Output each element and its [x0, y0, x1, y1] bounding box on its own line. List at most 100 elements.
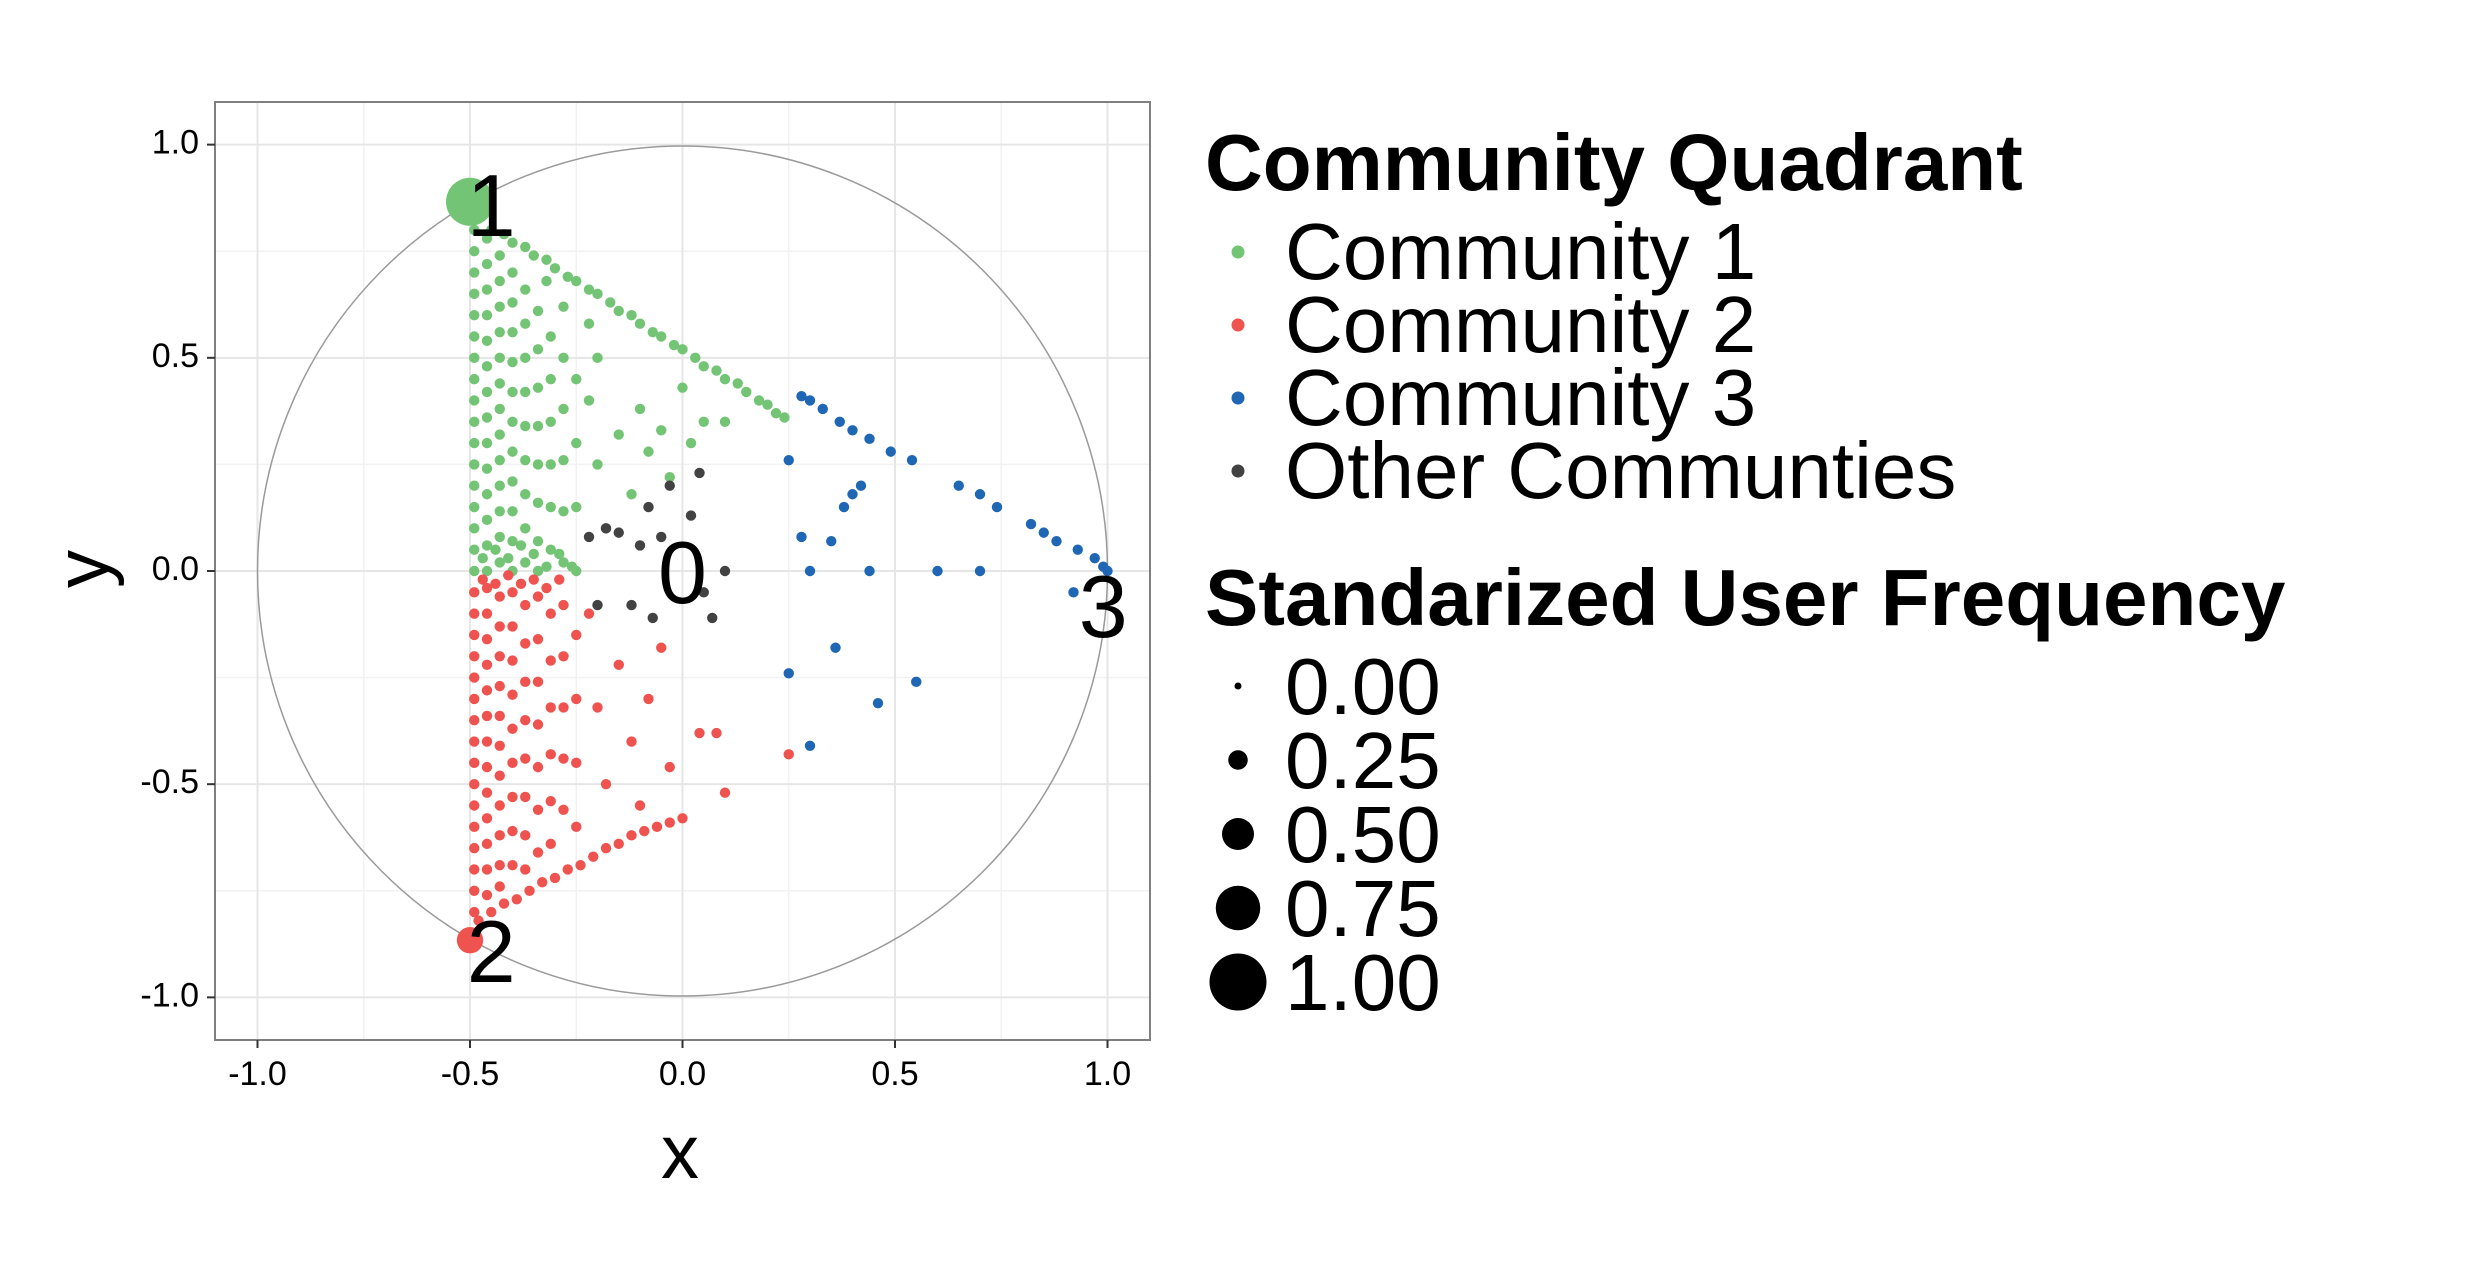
data-point-community-3 — [974, 489, 986, 500]
data-point-community-1 — [656, 331, 667, 342]
data-point-community-1 — [532, 305, 544, 317]
data-point-community-2 — [515, 578, 527, 589]
data-point-community-2 — [694, 727, 705, 739]
data-point-community-3 — [885, 446, 896, 457]
data-point-community-1 — [528, 548, 539, 560]
data-point-community-1 — [532, 535, 544, 547]
legend-size-key — [1222, 818, 1254, 850]
data-point-community-2 — [626, 736, 637, 747]
anchor-point-community-2 — [456, 927, 484, 954]
data-point-community-2 — [583, 608, 595, 619]
data-point-community-2 — [490, 578, 501, 589]
data-point-community-1 — [507, 297, 518, 308]
data-point-community-2 — [469, 629, 480, 641]
data-point-community-1 — [503, 553, 514, 564]
data-point-other-communties — [643, 501, 654, 513]
x-tick-label: 0.0 — [659, 1055, 706, 1093]
data-point-community-1 — [469, 309, 480, 321]
data-point-community-1 — [558, 506, 569, 517]
data-point-community-2 — [562, 864, 573, 875]
data-point-community-2 — [469, 757, 480, 769]
data-point-community-1 — [762, 399, 773, 410]
legend-size-title: Standarized User Frequency — [1205, 553, 2286, 642]
legend-colour-label: Community 2 — [1285, 280, 1756, 369]
data-point-community-1 — [481, 233, 493, 244]
data-point-community-1 — [520, 284, 531, 295]
data-point-community-1 — [469, 288, 480, 300]
data-point-community-1 — [605, 297, 616, 308]
data-point-community-1 — [469, 352, 480, 364]
data-point-community-2 — [469, 651, 480, 662]
legend-colour-key — [1231, 245, 1245, 259]
data-point-community-1 — [469, 501, 480, 513]
data-point-community-1 — [520, 241, 531, 253]
data-point-community-1 — [469, 523, 480, 534]
y-tick-label: -0.5 — [140, 763, 199, 801]
data-point-community-1 — [507, 506, 518, 517]
data-point-community-3 — [1072, 544, 1083, 555]
data-point-community-2 — [588, 851, 599, 862]
data-point-community-1 — [469, 246, 480, 257]
data-point-community-1 — [668, 339, 680, 351]
data-point-community-2 — [520, 599, 531, 611]
data-point-other-communties — [647, 612, 658, 624]
data-point-community-2 — [520, 676, 531, 688]
legend-size-label: 1.00 — [1285, 938, 1441, 1027]
data-point-community-1 — [481, 437, 493, 449]
data-point-community-2 — [634, 800, 646, 811]
data-point-community-3 — [872, 697, 884, 709]
anchor-point-community-1 — [446, 177, 494, 226]
data-point-community-2 — [469, 821, 480, 833]
data-point-community-1 — [753, 395, 765, 406]
data-point-community-2 — [545, 749, 556, 760]
data-point-community-2 — [613, 838, 624, 850]
data-point-community-1 — [469, 459, 480, 470]
data-point-community-2 — [469, 885, 480, 896]
data-point-community-2 — [643, 693, 654, 705]
data-point-community-2 — [571, 693, 582, 705]
data-point-community-1 — [481, 514, 493, 526]
data-point-community-1 — [507, 237, 518, 248]
data-point-community-1 — [469, 331, 480, 342]
data-point-community-1 — [698, 361, 709, 372]
data-point-community-2 — [494, 710, 505, 722]
data-point-community-2 — [656, 642, 667, 653]
data-point-community-1 — [507, 267, 518, 278]
data-point-community-1 — [520, 420, 531, 432]
data-point-community-1 — [481, 463, 493, 474]
legend: Community Quadrant Community 1Community … — [1205, 118, 2286, 1027]
data-point-community-1 — [532, 382, 544, 393]
data-point-community-2 — [532, 719, 544, 730]
data-point-community-3 — [906, 454, 918, 466]
data-point-community-1 — [494, 506, 505, 517]
data-point-community-1 — [469, 395, 480, 406]
annotation-label: 2 — [467, 902, 516, 1001]
data-point-community-2 — [494, 651, 505, 662]
annotation-label: 0 — [658, 523, 707, 622]
data-point-community-2 — [481, 582, 493, 594]
data-point-community-2 — [600, 842, 612, 854]
data-point-community-1 — [520, 557, 531, 568]
data-point-community-1 — [490, 544, 501, 555]
data-point-community-1 — [494, 378, 505, 389]
data-point-other-communties — [719, 565, 731, 577]
data-point-community-2 — [494, 591, 505, 602]
data-point-community-1 — [507, 476, 518, 487]
legend-colour-label: Community 3 — [1285, 353, 1756, 442]
data-point-other-communties — [694, 467, 705, 479]
data-point-community-1 — [494, 275, 505, 287]
data-point-community-2 — [520, 830, 531, 841]
data-point-community-1 — [571, 501, 582, 513]
data-point-community-1 — [549, 263, 561, 274]
data-point-community-2 — [651, 821, 663, 833]
data-point-community-3 — [804, 740, 816, 752]
data-point-community-2 — [507, 859, 518, 871]
data-point-community-1 — [571, 437, 582, 449]
data-point-community-1 — [583, 395, 595, 406]
data-point-community-1 — [486, 224, 497, 236]
x-tick-label: 1.0 — [1084, 1055, 1131, 1093]
data-point-community-3 — [838, 501, 850, 513]
data-point-community-1 — [520, 386, 531, 398]
data-point-community-1 — [545, 544, 556, 555]
data-point-community-1 — [528, 250, 539, 261]
